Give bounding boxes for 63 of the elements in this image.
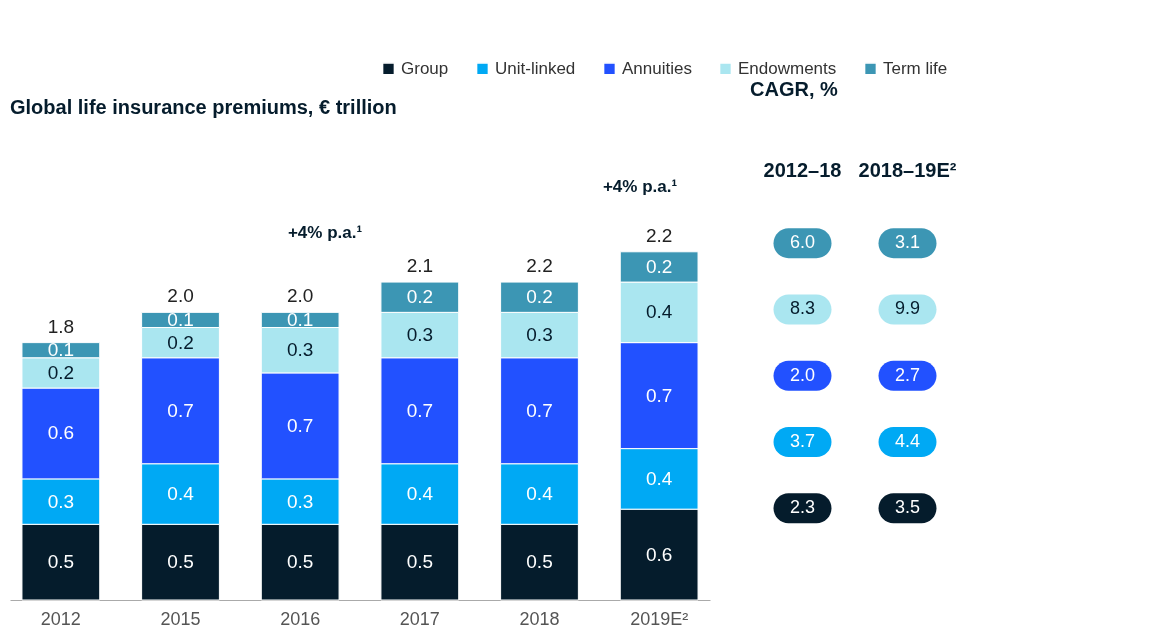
data-label: 2.3 — [789, 497, 816, 518]
legend-label: Group — [401, 58, 449, 78]
data-label: 0.5 — [286, 551, 314, 573]
data-label: 0.2 — [47, 361, 75, 383]
data-label: 2.0 — [789, 364, 816, 385]
data-label: 0.5 — [167, 551, 194, 573]
x-tick-label: 2017 — [399, 608, 440, 628]
data-label: 3.1 — [894, 232, 921, 253]
data-label: 0.2 — [645, 255, 673, 277]
category-label: 2012–18 — [763, 158, 842, 181]
data-label: 6.0 — [789, 232, 816, 253]
data-label: 3.7 — [789, 431, 816, 452]
data-label: 0.4 — [526, 483, 554, 505]
data-label: 9.9 — [894, 298, 921, 319]
data-label: 2.7 — [894, 364, 921, 385]
text: +4% p.a.¹ — [602, 176, 678, 196]
text: +4% p.a.¹ — [287, 223, 363, 243]
data-label: 0.5 — [526, 551, 553, 573]
x-tick-label: 2016 — [280, 608, 321, 628]
legend-label: Term life — [883, 58, 948, 78]
total-label: 1.8 — [47, 315, 75, 337]
legend-label: Endowments — [738, 58, 837, 78]
text: CAGR, % — [750, 78, 838, 100]
data-label: 0.5 — [406, 551, 434, 573]
total-label: 2.0 — [286, 285, 314, 307]
x-tick-label: 2012 — [40, 608, 81, 628]
data-label: 0.2 — [526, 286, 553, 308]
data-label: 0.7 — [167, 399, 194, 421]
data-label: 0.3 — [286, 490, 314, 512]
data-label: 0.1 — [167, 308, 194, 330]
data-label: 0.4 — [645, 301, 673, 323]
data-label: 8.3 — [789, 298, 816, 319]
data-label: 0.4 — [645, 467, 673, 489]
data-label: 0.6 — [645, 543, 673, 565]
data-label: 0.7 — [286, 414, 314, 436]
legend-label: Unit-linked — [495, 58, 576, 78]
data-label: 0.6 — [47, 422, 75, 444]
data-label: 0.7 — [406, 399, 434, 421]
data-label: 3.5 — [894, 497, 921, 518]
legend-label: Annuities — [622, 58, 692, 78]
data-label: 0.2 — [167, 331, 194, 353]
x-tick-label: 2019E² — [630, 608, 689, 628]
total-label: 2.2 — [526, 255, 553, 277]
x-tick-label: 2018 — [519, 608, 560, 628]
total-label: 2.0 — [167, 285, 194, 307]
x-tick-label: 2015 — [160, 608, 201, 628]
data-label: 0.3 — [526, 324, 553, 346]
data-label: 0.4 — [406, 483, 434, 505]
data-label: 0.1 — [47, 339, 75, 361]
data-label: 0.3 — [47, 490, 75, 512]
chart-title: Global life insurance premiums, € trillion — [10, 95, 397, 118]
data-label: 0.7 — [645, 384, 673, 406]
total-label: 2.1 — [406, 255, 434, 277]
data-label: 0.7 — [526, 399, 553, 421]
data-label: 0.4 — [167, 483, 195, 505]
category-label: 2018–19E² — [858, 158, 957, 181]
data-label: 0.3 — [406, 324, 434, 346]
data-label: 0.1 — [286, 308, 314, 330]
total-label: 2.2 — [645, 224, 673, 246]
data-label: 0.5 — [47, 551, 75, 573]
data-label: 0.3 — [286, 339, 314, 361]
data-label: 0.2 — [406, 286, 434, 308]
data-label: 4.4 — [894, 431, 921, 452]
